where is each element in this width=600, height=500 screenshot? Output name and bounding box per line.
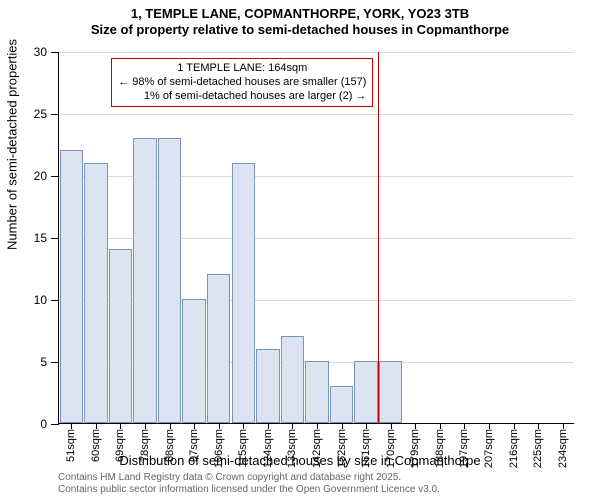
histogram-bar [354, 361, 377, 423]
title-line-1: 1, TEMPLE LANE, COPMANTHORPE, YORK, YO23… [0, 6, 600, 22]
footer-attribution: Contains HM Land Registry data © Crown c… [58, 472, 440, 496]
callout-line-1: 1 TEMPLE LANE: 164sqm [118, 62, 366, 76]
histogram-bar [305, 361, 328, 423]
histogram-bar [133, 138, 156, 423]
y-tick [51, 424, 59, 425]
title-line-2: Size of property relative to semi-detach… [0, 22, 600, 38]
histogram-bar [281, 336, 304, 423]
y-tick [51, 176, 59, 177]
y-tick [51, 238, 59, 239]
histogram-bar [182, 299, 205, 423]
y-tick-label: 0 [40, 417, 47, 431]
plot-region: 05101520253051sqm60sqm69sqm78sqm88sqm97s… [58, 52, 574, 424]
x-axis-label: Distribution of semi-detached houses by … [0, 453, 600, 468]
y-tick-label: 25 [34, 107, 47, 121]
callout-box: 1 TEMPLE LANE: 164sqm← 98% of semi-detac… [111, 58, 373, 107]
y-tick-label: 20 [34, 169, 47, 183]
histogram-bar [207, 274, 230, 423]
callout-line-3: 1% of semi-detached houses are larger (2… [118, 90, 366, 104]
y-tick [51, 114, 59, 115]
histogram-bar [256, 349, 279, 423]
y-tick-label: 5 [40, 355, 47, 369]
y-tick-label: 10 [34, 293, 47, 307]
y-tick-label: 30 [34, 45, 47, 59]
y-tick [51, 52, 59, 53]
y-axis-label: Number of semi-detached properties [5, 39, 20, 250]
chart-title: 1, TEMPLE LANE, COPMANTHORPE, YORK, YO23… [0, 0, 600, 39]
footer-line-2: Contains public sector information licen… [58, 484, 440, 496]
histogram-bar [330, 386, 353, 423]
gridline [59, 114, 574, 115]
histogram-bar [232, 163, 255, 423]
chart-area: 05101520253051sqm60sqm69sqm78sqm88sqm97s… [58, 52, 574, 424]
gridline [59, 52, 574, 53]
callout-line-2: ← 98% of semi-detached houses are smalle… [118, 76, 366, 90]
footer-line-1: Contains HM Land Registry data © Crown c… [58, 472, 440, 484]
y-tick-label: 15 [34, 231, 47, 245]
y-tick [51, 300, 59, 301]
histogram-bar [379, 361, 402, 423]
histogram-bar [60, 150, 83, 423]
histogram-bar [109, 249, 132, 423]
histogram-bar [158, 138, 181, 423]
y-tick [51, 362, 59, 363]
histogram-bar [84, 163, 107, 423]
reference-line [378, 52, 379, 423]
